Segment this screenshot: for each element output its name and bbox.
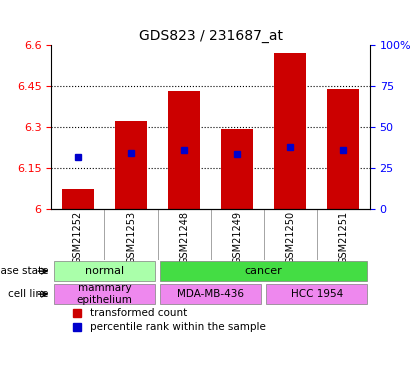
Text: normal: normal <box>85 266 124 276</box>
Text: cancer: cancer <box>245 266 283 276</box>
Bar <box>115 122 147 208</box>
Bar <box>168 92 200 208</box>
FancyBboxPatch shape <box>160 284 261 304</box>
Title: GDS823 / 231687_at: GDS823 / 231687_at <box>139 28 283 43</box>
Text: GSM21252: GSM21252 <box>73 211 83 264</box>
Text: GSM21249: GSM21249 <box>232 211 242 264</box>
FancyBboxPatch shape <box>54 284 155 304</box>
Text: GSM21250: GSM21250 <box>285 211 295 264</box>
FancyBboxPatch shape <box>54 261 155 282</box>
Text: GSM21253: GSM21253 <box>126 211 136 264</box>
Text: cell line: cell line <box>8 289 49 299</box>
Text: mammary
epithelium: mammary epithelium <box>76 284 132 305</box>
Bar <box>62 189 94 209</box>
Text: GSM21248: GSM21248 <box>179 211 189 264</box>
Text: MDA-MB-436: MDA-MB-436 <box>177 289 244 299</box>
FancyBboxPatch shape <box>160 261 367 282</box>
Bar <box>275 53 306 208</box>
FancyBboxPatch shape <box>266 284 367 304</box>
Text: GSM21251: GSM21251 <box>338 211 349 264</box>
Text: HCC 1954: HCC 1954 <box>291 289 343 299</box>
Text: disease state: disease state <box>0 266 49 276</box>
Text: transformed count: transformed count <box>90 308 187 318</box>
Bar <box>221 129 253 209</box>
Bar <box>328 88 359 209</box>
Text: percentile rank within the sample: percentile rank within the sample <box>90 322 266 332</box>
